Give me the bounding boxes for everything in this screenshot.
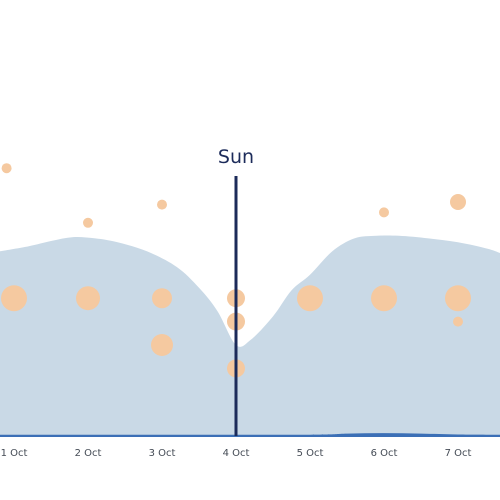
data-point-7 bbox=[151, 334, 173, 356]
data-point-12 bbox=[379, 207, 389, 218]
x-tick-label: 6 Oct bbox=[371, 448, 398, 459]
x-tick-label: 4 Oct bbox=[223, 448, 250, 459]
data-point-15 bbox=[450, 194, 466, 210]
data-point-2 bbox=[1, 285, 27, 312]
x-tick-label: 7 Oct bbox=[445, 448, 472, 459]
x-tick-label: 2 Oct bbox=[75, 448, 102, 459]
data-point-1 bbox=[1, 163, 12, 174]
data-point-14 bbox=[379, 301, 389, 311]
x-tick-label: 1 Oct bbox=[1, 448, 28, 459]
x-tick-label: 5 Oct bbox=[297, 448, 324, 459]
data-point-3 bbox=[83, 217, 93, 228]
data-point-4 bbox=[76, 286, 100, 311]
area-series bbox=[0, 235, 500, 436]
data-point-17 bbox=[453, 316, 463, 327]
data-point-6 bbox=[152, 288, 172, 309]
data-point-13 bbox=[371, 285, 397, 312]
data-point-16 bbox=[445, 285, 471, 312]
sun-marker-label: Sun bbox=[218, 146, 254, 168]
x-tick-label: 3 Oct bbox=[149, 448, 176, 459]
data-point-5 bbox=[157, 199, 167, 210]
data-point-11 bbox=[297, 285, 323, 312]
